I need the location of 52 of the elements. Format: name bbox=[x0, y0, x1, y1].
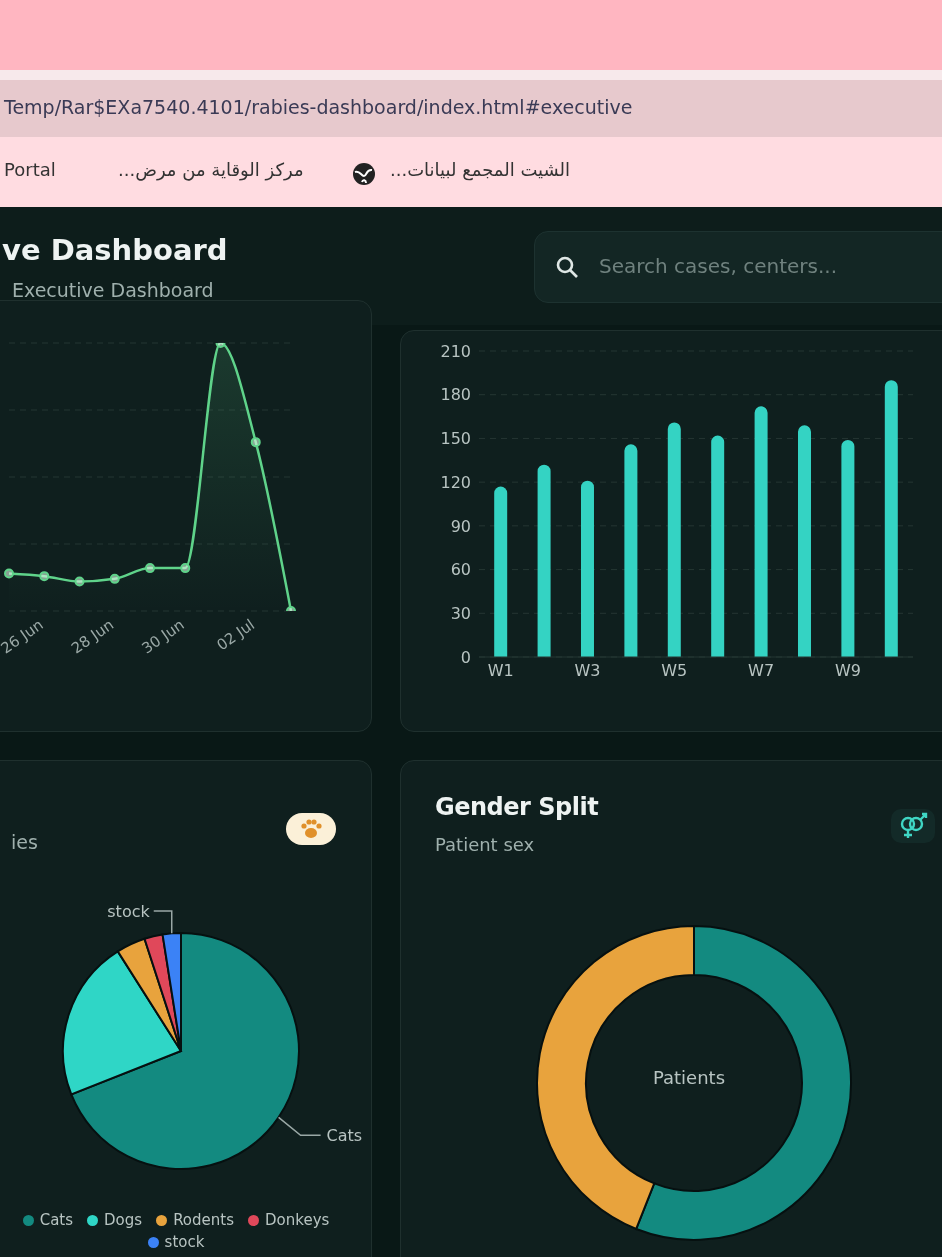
y-tick-label: 60 bbox=[450, 560, 471, 580]
y-tick-label: 180 bbox=[440, 385, 471, 405]
x-tick-label: 30 Jun bbox=[138, 615, 188, 658]
bar bbox=[624, 444, 638, 657]
bar bbox=[841, 439, 855, 657]
text: Portal bbox=[4, 159, 56, 180]
y-tick-label: 150 bbox=[440, 429, 471, 449]
x-tick-label: W7 bbox=[748, 661, 775, 681]
slice-label: Cats bbox=[326, 1126, 363, 1146]
slice-label: stock bbox=[107, 902, 151, 921]
point bbox=[180, 563, 191, 574]
bar bbox=[797, 425, 811, 657]
bar bbox=[711, 435, 725, 657]
x-tick-label: 02 Jul bbox=[213, 615, 259, 655]
point bbox=[109, 573, 120, 584]
text: Search cases, centers... bbox=[599, 254, 838, 278]
y-tick-label: 0 bbox=[460, 647, 471, 667]
x-tick-label: W1 bbox=[487, 661, 514, 681]
text: Executive Dashboard bbox=[12, 279, 214, 301]
text: Temp/Rar$EXa7540.4101/rabies-dashboard/index.html#executive bbox=[4, 96, 633, 118]
chart-title: Gender Split bbox=[435, 793, 599, 821]
y-tick-label: 120 bbox=[440, 472, 471, 492]
bar bbox=[537, 464, 551, 657]
text: مركز الوقاية من مرض... bbox=[118, 159, 305, 180]
x-tick-label: 28 Jun bbox=[67, 615, 118, 658]
legend-label: Dogs bbox=[103, 1211, 143, 1229]
chart-title: ies bbox=[11, 831, 38, 853]
point bbox=[250, 437, 261, 448]
x-tick-label: 26 Jun bbox=[0, 615, 47, 658]
point bbox=[4, 568, 14, 579]
x-tick-label: W5 bbox=[661, 661, 688, 681]
x-tick-label: W3 bbox=[574, 661, 601, 681]
bar bbox=[754, 406, 768, 657]
bar bbox=[580, 480, 594, 657]
bar bbox=[884, 380, 898, 657]
point bbox=[145, 563, 155, 574]
legend-label: stock bbox=[163, 1233, 205, 1251]
y-tick-label: 210 bbox=[440, 341, 471, 361]
text: Patients bbox=[652, 1067, 726, 1088]
bar bbox=[494, 486, 508, 657]
y-tick-label: 90 bbox=[450, 516, 471, 536]
point bbox=[39, 571, 50, 582]
y-tick-label: 30 bbox=[450, 603, 471, 623]
legend-label: Donkeys bbox=[264, 1211, 330, 1229]
chart-subtitle: Patient sex bbox=[435, 834, 535, 855]
text: ve Dashboard bbox=[2, 233, 228, 267]
legend-label: Cats bbox=[38, 1211, 74, 1229]
text: الشيت المجمع لبيانات... bbox=[390, 159, 572, 180]
legend-label: Rodents bbox=[172, 1211, 235, 1229]
point bbox=[74, 576, 85, 587]
bar bbox=[667, 422, 681, 657]
x-tick-label: W9 bbox=[834, 661, 861, 681]
